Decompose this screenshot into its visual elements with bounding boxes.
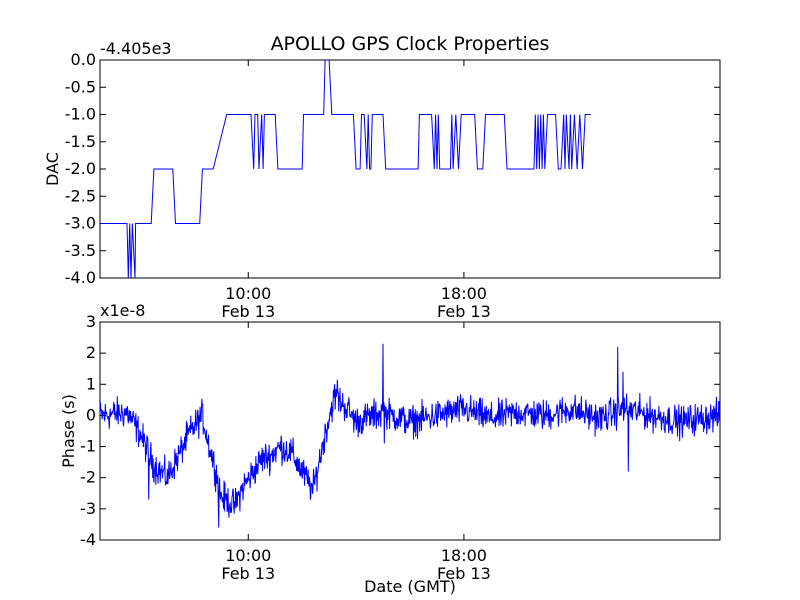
x-tick-label-time: 10:00 [225,284,271,303]
dac-y-axis-title: DAC [43,152,62,186]
y-tick-label: -1.0 [65,105,96,124]
x-tick-label-time: 18:00 [441,546,487,565]
phase-plot-frame [99,321,721,541]
x-tick-label-date: Feb 13 [221,564,275,583]
y-tick-label: 1 [86,374,96,393]
dac-offset-label: -4.405e3 [100,39,172,58]
phase-offset-label: x1e-8 [100,301,145,320]
y-tick-label: -3.5 [65,241,96,260]
y-tick-label: -2.5 [65,186,96,205]
y-tick-label: -1 [80,437,96,456]
x-tick-label-date: Feb 13 [221,302,275,321]
dac-series [100,60,591,278]
dac-panel: -4.405e3 DAC 0.0 -0.5 -1.0 -1.5 -2.0 -2.5 -3.0… [43,39,721,321]
y-tick-label: 2 [86,343,96,362]
y-tick-label: -1.5 [65,132,96,151]
phase-panel: x1e-8 Phase (s) Date (GMT) 3 2 1 0 -1 -2 -3 -4 1… [59,301,721,596]
dac-axis-ticks: 0.0 -0.5 -1.0 -1.5 -2.0 -2.5 -3.0 -3.5 -4.0 10:00… [65,50,720,321]
y-tick-label: 0 [86,405,96,424]
y-tick-label: 3 [86,312,96,331]
y-tick-label: 0.0 [71,50,96,69]
y-tick-label: -3 [80,499,96,518]
y-tick-label: -2 [80,468,96,487]
y-tick-label: -3.0 [65,214,96,233]
x-axis-title: Date (GMT) [364,577,456,596]
x-tick-label-date: Feb 13 [437,302,491,321]
x-tick-label-time: 18:00 [441,284,487,303]
y-tick-label: -4.0 [65,268,96,287]
phase-series-line [100,343,720,528]
phase-series [100,343,720,528]
dac-series-line [100,60,591,278]
y-tick-label: -4 [80,530,96,549]
y-tick-label: -2.0 [65,159,96,178]
phase-y-axis-title: Phase (s) [59,394,78,468]
y-tick-label: -0.5 [65,77,96,96]
chart-title: APOLLO GPS Clock Properties [271,33,550,55]
x-tick-label-time: 10:00 [225,546,271,565]
x-tick-label-date: Feb 13 [437,564,491,583]
